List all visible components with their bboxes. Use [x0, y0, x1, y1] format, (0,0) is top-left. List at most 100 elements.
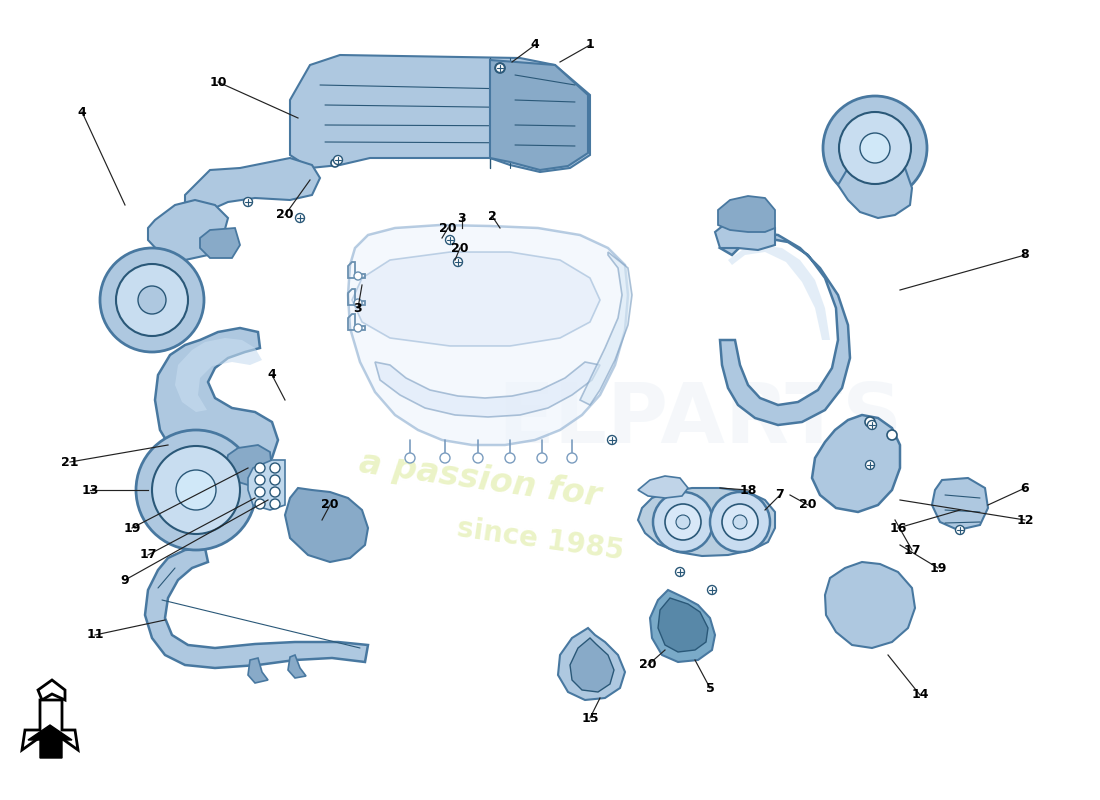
Circle shape: [440, 453, 450, 463]
Circle shape: [136, 430, 256, 550]
Circle shape: [405, 453, 415, 463]
Polygon shape: [348, 225, 628, 445]
Circle shape: [495, 63, 505, 73]
Polygon shape: [148, 200, 228, 260]
Text: 18: 18: [739, 483, 757, 497]
Polygon shape: [658, 598, 708, 652]
Circle shape: [446, 235, 454, 245]
Text: 3: 3: [354, 302, 362, 314]
Circle shape: [296, 214, 305, 222]
Polygon shape: [248, 658, 268, 683]
Text: 16: 16: [889, 522, 906, 534]
Polygon shape: [112, 250, 192, 338]
Polygon shape: [175, 338, 262, 412]
Text: 11: 11: [86, 629, 103, 642]
Circle shape: [354, 272, 362, 280]
Text: 20: 20: [639, 658, 657, 671]
Polygon shape: [490, 60, 588, 170]
Text: 17: 17: [903, 543, 921, 557]
Circle shape: [866, 461, 874, 470]
Text: 6: 6: [1021, 482, 1030, 494]
Circle shape: [707, 586, 716, 594]
Circle shape: [270, 475, 280, 485]
Circle shape: [331, 159, 339, 167]
Polygon shape: [200, 228, 240, 258]
Polygon shape: [352, 252, 600, 346]
Polygon shape: [570, 638, 614, 692]
Circle shape: [270, 463, 280, 473]
Circle shape: [138, 286, 166, 314]
Text: 12: 12: [1016, 514, 1034, 526]
Circle shape: [255, 463, 265, 473]
Circle shape: [675, 567, 684, 577]
Circle shape: [176, 470, 216, 510]
Circle shape: [152, 446, 240, 534]
Circle shape: [666, 504, 701, 540]
Circle shape: [653, 492, 713, 552]
Text: 13: 13: [81, 483, 99, 497]
Polygon shape: [28, 725, 72, 758]
Circle shape: [868, 421, 877, 430]
Polygon shape: [285, 488, 369, 562]
Text: 4: 4: [530, 38, 539, 51]
Circle shape: [887, 430, 896, 440]
Circle shape: [255, 475, 265, 485]
Text: 10: 10: [209, 75, 227, 89]
Polygon shape: [838, 142, 912, 218]
Polygon shape: [638, 488, 776, 556]
Text: 19: 19: [123, 522, 141, 534]
Circle shape: [566, 453, 578, 463]
Circle shape: [505, 453, 515, 463]
Circle shape: [839, 112, 911, 184]
Text: 20: 20: [451, 242, 469, 254]
Circle shape: [354, 324, 362, 332]
Circle shape: [255, 499, 265, 509]
Circle shape: [860, 133, 890, 163]
Polygon shape: [375, 362, 600, 417]
Circle shape: [453, 258, 462, 266]
Circle shape: [100, 248, 204, 352]
Polygon shape: [715, 215, 775, 250]
Polygon shape: [932, 478, 988, 530]
Text: 7: 7: [776, 489, 784, 502]
Polygon shape: [825, 562, 915, 648]
Polygon shape: [226, 445, 272, 485]
Circle shape: [270, 499, 280, 509]
Circle shape: [607, 435, 616, 445]
Polygon shape: [248, 460, 285, 510]
Circle shape: [270, 487, 280, 497]
Circle shape: [333, 155, 342, 165]
Circle shape: [243, 198, 253, 206]
Circle shape: [537, 453, 547, 463]
Circle shape: [722, 504, 758, 540]
Text: 8: 8: [1021, 249, 1030, 262]
Text: 2: 2: [487, 210, 496, 222]
Polygon shape: [638, 476, 688, 498]
Text: 17: 17: [140, 549, 156, 562]
Polygon shape: [39, 680, 65, 700]
Text: 20: 20: [321, 498, 339, 511]
Text: 3: 3: [458, 211, 466, 225]
Circle shape: [676, 515, 690, 529]
Polygon shape: [728, 245, 830, 340]
Text: since 1985: since 1985: [454, 514, 625, 566]
Text: 9: 9: [121, 574, 130, 586]
Polygon shape: [22, 700, 78, 750]
Text: 4: 4: [267, 369, 276, 382]
Polygon shape: [720, 232, 850, 425]
Polygon shape: [185, 158, 320, 220]
Polygon shape: [145, 548, 368, 668]
Circle shape: [823, 96, 927, 200]
Circle shape: [865, 417, 874, 427]
Text: 1: 1: [585, 38, 594, 51]
Text: 21: 21: [62, 455, 79, 469]
Text: a passion for: a passion for: [358, 446, 603, 514]
Text: 14: 14: [911, 689, 928, 702]
Polygon shape: [650, 590, 715, 662]
Text: 15: 15: [581, 711, 598, 725]
Circle shape: [956, 526, 965, 534]
Circle shape: [354, 299, 362, 307]
Polygon shape: [812, 415, 900, 512]
Polygon shape: [558, 628, 625, 700]
Circle shape: [495, 63, 505, 73]
